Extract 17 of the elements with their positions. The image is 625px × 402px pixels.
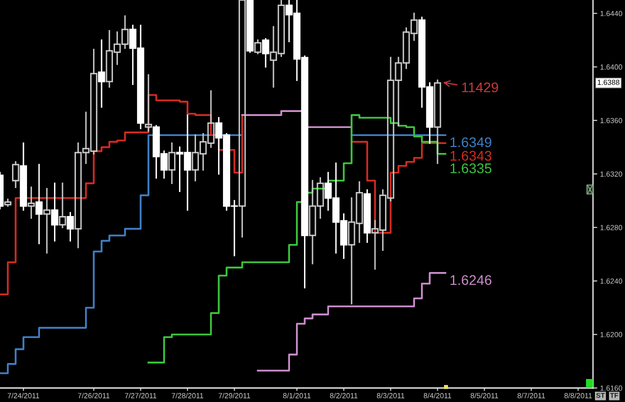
candlestick [98, 39, 106, 108]
candlestick [262, 38, 270, 68]
data-label: 1.6349 [450, 137, 492, 148]
annotation: 11429 [462, 82, 498, 92]
candlestick [28, 186, 35, 219]
candlestick [43, 188, 50, 254]
candlestick [364, 189, 371, 243]
candlestick [238, 0, 246, 238]
data-label: 1.6335 [450, 163, 492, 174]
candlestick [51, 182, 58, 242]
candlestick [66, 212, 74, 242]
candlestick [35, 164, 43, 244]
candlestick [12, 161, 20, 188]
data-label: 1.6343 [450, 150, 492, 161]
data-label: 1.6246 [450, 275, 492, 285]
candlestick [168, 142, 176, 184]
candlestick [20, 142, 28, 211]
